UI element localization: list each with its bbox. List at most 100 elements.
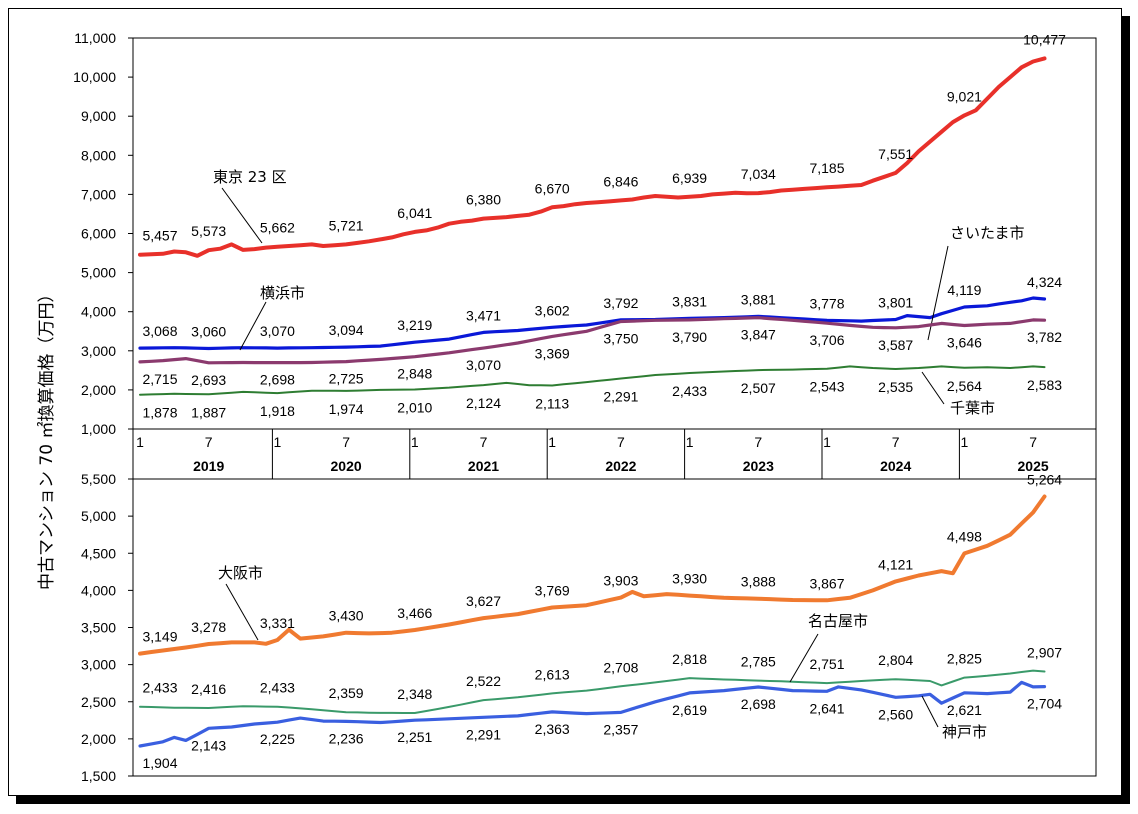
data-label: 5,662 xyxy=(260,220,295,236)
data-label: 2,433 xyxy=(672,383,707,399)
data-label: 3,888 xyxy=(741,574,776,590)
data-label: 2,543 xyxy=(809,379,844,395)
data-label: 3,778 xyxy=(809,295,844,311)
data-label: 3,369 xyxy=(535,345,570,361)
data-label: 3,801 xyxy=(878,294,913,310)
data-label: 4,119 xyxy=(947,282,981,298)
data-label: 3,790 xyxy=(672,329,707,345)
data-label: 2,698 xyxy=(260,372,295,388)
data-label: 4,498 xyxy=(947,528,982,544)
data-label: 3,930 xyxy=(672,571,707,587)
data-label: 3,831 xyxy=(672,293,707,309)
data-label: 3,060 xyxy=(191,323,226,339)
data-label: 2,251 xyxy=(397,729,432,745)
series-name-label: 名古屋市 xyxy=(808,612,868,630)
data-label: 2,507 xyxy=(741,380,776,396)
data-label: 3,587 xyxy=(878,337,913,353)
year-label: 2021 xyxy=(468,458,499,474)
data-label: 2,619 xyxy=(672,702,707,718)
month-tick-label: 1 xyxy=(823,434,831,450)
data-label: 2,010 xyxy=(397,400,432,416)
data-label: 3,769 xyxy=(535,583,570,599)
data-label: 2,225 xyxy=(260,731,295,747)
data-label: 2,535 xyxy=(878,379,913,395)
data-label: 2,698 xyxy=(741,696,776,712)
data-label: 7,034 xyxy=(741,166,776,182)
month-tick-label: 1 xyxy=(136,434,144,450)
series-line xyxy=(138,494,1047,656)
data-label: 3,278 xyxy=(191,619,226,635)
data-label: 7,185 xyxy=(809,160,844,176)
data-label: 2,613 xyxy=(535,666,570,682)
series-callout-line xyxy=(239,301,267,351)
year-label: 2024 xyxy=(880,458,911,474)
series-name-label: 大阪市 xyxy=(218,564,263,582)
data-label: 2,907 xyxy=(1027,645,1062,661)
data-label: 2,621 xyxy=(947,702,982,718)
series-name-label: さいたま市 xyxy=(950,224,1025,242)
data-label: 2,693 xyxy=(191,372,226,388)
month-tick-label: 7 xyxy=(205,434,213,450)
year-label: 2020 xyxy=(331,458,362,474)
data-label: 2,785 xyxy=(741,654,776,670)
y-tick-label: 7,000 xyxy=(81,186,116,202)
data-label: 2,113 xyxy=(535,395,569,411)
data-label: 6,380 xyxy=(466,192,501,208)
data-label: 2,143 xyxy=(191,737,226,753)
data-label: 1,887 xyxy=(191,404,226,420)
year-label: 2019 xyxy=(193,458,224,474)
month-tick-label: 1 xyxy=(411,434,419,450)
data-label: 9,021 xyxy=(947,88,982,104)
data-label: 2,708 xyxy=(603,659,638,675)
y-tick-label: 11,000 xyxy=(74,30,116,46)
data-label: 2,236 xyxy=(329,730,364,746)
month-tick-label: 7 xyxy=(1029,434,1037,450)
y-tick-label: 5,000 xyxy=(81,508,116,524)
month-tick-label: 7 xyxy=(342,434,350,450)
data-label: 2,124 xyxy=(466,395,501,411)
data-label: 2,751 xyxy=(809,656,844,672)
data-label: 2,416 xyxy=(191,681,226,697)
data-label: 3,331 xyxy=(260,615,295,631)
data-label: 4,121 xyxy=(878,556,913,572)
series-callout-line xyxy=(789,633,819,683)
y-tick-label: 6,000 xyxy=(81,226,116,242)
data-label: 3,466 xyxy=(397,605,432,621)
y-tick-label: 1,500 xyxy=(81,768,116,784)
series-callout-line xyxy=(225,583,259,641)
series-name-label: 東京 23 区 xyxy=(213,168,287,186)
y-tick-label: 4,500 xyxy=(81,545,116,561)
y-tick-label: 3,000 xyxy=(81,343,116,359)
data-label: 3,782 xyxy=(1027,329,1062,345)
month-tick-label: 1 xyxy=(274,434,282,450)
data-label: 2,560 xyxy=(878,706,913,722)
data-label: 3,602 xyxy=(535,302,570,318)
month-tick-label: 1 xyxy=(548,434,556,450)
data-label: 2,357 xyxy=(603,721,638,737)
data-label: 3,867 xyxy=(809,575,844,591)
year-label: 2022 xyxy=(605,458,636,474)
month-tick-label: 7 xyxy=(480,434,488,450)
data-label: 3,070 xyxy=(466,357,501,373)
data-label: 2,433 xyxy=(260,680,295,696)
data-label: 3,471 xyxy=(466,307,501,323)
data-label: 2,363 xyxy=(535,721,570,737)
month-tick-label: 7 xyxy=(892,434,900,450)
data-label: 1,974 xyxy=(329,401,364,417)
data-label: 2,818 xyxy=(672,651,707,667)
series-callout-line xyxy=(221,187,263,244)
data-label: 2,848 xyxy=(397,366,432,382)
data-label: 5,457 xyxy=(142,228,177,244)
series-name-label: 神戸市 xyxy=(942,723,987,741)
data-label: 6,041 xyxy=(397,205,432,221)
month-tick-label: 1 xyxy=(961,434,969,450)
month-tick-label: 1 xyxy=(686,434,694,450)
data-label: 3,430 xyxy=(329,608,364,624)
data-label: 2,433 xyxy=(142,680,177,696)
series-line xyxy=(138,680,1047,748)
data-label: 5,721 xyxy=(329,217,364,233)
data-label: 1,904 xyxy=(142,755,177,771)
data-label: 2,804 xyxy=(878,652,913,668)
series-line xyxy=(138,296,1047,351)
